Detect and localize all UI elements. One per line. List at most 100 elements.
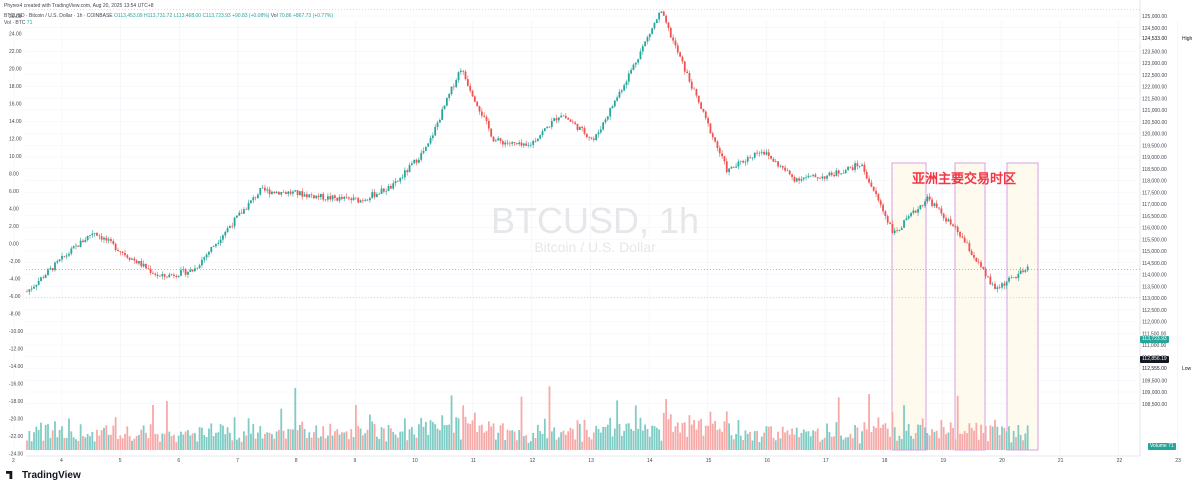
candle-body	[569, 119, 572, 122]
volume-bar	[690, 424, 693, 450]
candle-body	[553, 118, 556, 122]
volume-bar	[674, 426, 677, 450]
volume-bar	[863, 422, 866, 450]
candle-body	[945, 218, 947, 222]
candle-body	[438, 119, 441, 123]
volume-bar	[196, 441, 199, 450]
watermark-name: Bitcoin / U.S. Dollar	[534, 239, 656, 255]
candle-body	[28, 289, 31, 292]
volume-bar	[898, 435, 901, 450]
volume-bar	[51, 430, 54, 450]
left-axis-tick: 26.00	[9, 14, 22, 20]
volume-bar	[693, 420, 696, 450]
candle-body	[758, 152, 761, 154]
volume-bar	[620, 435, 623, 450]
volume-bar	[550, 431, 553, 450]
candle-body	[683, 61, 686, 72]
candle-body	[427, 143, 430, 147]
candle-body	[833, 175, 835, 177]
volume-bar	[779, 438, 782, 450]
volume-bar	[368, 414, 371, 450]
volume-bar	[1005, 431, 1008, 450]
volume-bar	[354, 404, 357, 450]
candle-body	[576, 123, 579, 130]
volume-bar	[917, 424, 919, 450]
volume-bar	[65, 437, 68, 450]
candle-body	[368, 198, 371, 201]
volume-bar	[310, 437, 313, 450]
candle-body	[588, 137, 591, 138]
volume-bar	[854, 425, 856, 450]
candle-body	[648, 33, 651, 38]
volume-bar	[987, 441, 989, 450]
volume-bar	[597, 428, 600, 450]
volume-bar	[100, 430, 103, 450]
tradingview-logo[interactable]: TradingView	[6, 470, 81, 481]
candle-body	[501, 141, 504, 145]
symbol-legend: BTCUSD · Bitcoin / U.S. Dollar · 1h · CO…	[4, 13, 333, 19]
candle-body	[168, 274, 171, 278]
volume-bar	[128, 436, 131, 450]
candle-body	[301, 191, 304, 197]
candle-body	[597, 132, 600, 135]
volume-bar	[212, 436, 215, 450]
asia-session-box	[1006, 162, 1039, 451]
right-axis-tick: 124,500.00	[1142, 26, 1167, 32]
volume-bar	[991, 426, 994, 450]
volume-bar	[75, 439, 77, 450]
volume-bar	[786, 430, 789, 450]
volume-bar	[350, 429, 353, 450]
candle-body	[835, 170, 838, 177]
volume-bar	[70, 431, 73, 450]
volume-bar	[702, 435, 705, 450]
candle-body	[98, 235, 101, 237]
candle-body	[723, 156, 726, 162]
candle-body	[33, 286, 35, 289]
volume-bar	[352, 437, 355, 450]
volume-bar	[968, 423, 971, 450]
volume-bar	[483, 432, 486, 450]
volume-bar	[833, 436, 835, 450]
right-axis-tick: 109,000.00	[1142, 390, 1167, 396]
volume-bar	[86, 434, 89, 450]
candle-body	[536, 138, 539, 142]
candle-body	[173, 274, 175, 277]
candle-body	[522, 143, 525, 146]
volume-bar	[1022, 440, 1024, 450]
candle-body	[313, 195, 315, 199]
candle-body	[350, 198, 353, 201]
candle-body	[681, 56, 684, 62]
candle-body	[480, 111, 483, 116]
left-axis-tick: 16.00	[9, 102, 22, 108]
current-price-tag: 113,723.93	[1140, 336, 1169, 343]
volume-bar	[296, 430, 299, 450]
volume-bar	[487, 421, 490, 450]
volume-bar	[807, 431, 810, 450]
volume-bar	[222, 425, 224, 450]
right-axis-tick: 120,500.00	[1142, 120, 1167, 126]
candle-body	[452, 86, 455, 88]
close-price-tag: 112,856.19	[1140, 356, 1169, 363]
volume-bar	[942, 427, 945, 450]
volume-bar	[149, 424, 152, 450]
candle-body	[877, 194, 880, 201]
volume-bar	[737, 420, 740, 450]
volume-bar	[443, 424, 446, 450]
left-axis-tick: 12.00	[9, 137, 22, 143]
candle-body	[751, 157, 754, 159]
volume-bar	[639, 417, 642, 450]
volume-bar	[688, 415, 691, 450]
volume-bar	[989, 425, 992, 450]
candle-body	[539, 135, 542, 139]
candle-body	[203, 257, 206, 260]
volume-bar	[644, 424, 647, 450]
candle-body	[812, 174, 814, 176]
volume-bar	[555, 439, 558, 450]
volume-bar	[907, 424, 910, 450]
volume-bar	[156, 434, 159, 450]
created-by-label: Phyrex4 created with TradingView.com, Au…	[4, 3, 154, 9]
volume-bar	[26, 440, 28, 450]
candle-body	[611, 106, 614, 109]
candle-body	[320, 193, 322, 198]
